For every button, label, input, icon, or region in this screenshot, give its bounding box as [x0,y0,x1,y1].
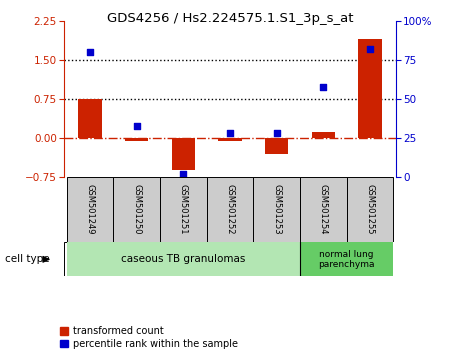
Point [272,131,280,136]
Bar [67,242,299,276]
Bar [299,242,392,276]
Point [319,84,326,90]
Bar [299,177,346,242]
Legend: transformed count, percentile rank within the sample: transformed count, percentile rank withi… [60,326,237,349]
Bar [346,177,392,242]
Bar [358,39,381,138]
Point [179,171,187,177]
Bar [218,138,241,141]
Bar [67,177,113,242]
Point [86,50,94,55]
Bar [171,138,195,170]
Bar [206,177,253,242]
Text: GDS4256 / Hs2.224575.1.S1_3p_s_at: GDS4256 / Hs2.224575.1.S1_3p_s_at [106,12,353,25]
Bar [125,138,148,141]
Text: GSM501253: GSM501253 [272,184,280,235]
Text: caseous TB granulomas: caseous TB granulomas [121,254,245,264]
Point [133,123,140,129]
Bar [78,99,101,138]
Bar [253,177,299,242]
Text: GSM501250: GSM501250 [132,184,141,235]
Text: GSM501251: GSM501251 [179,184,187,235]
Text: GSM501255: GSM501255 [364,184,374,235]
Point [226,131,233,136]
Bar [264,138,288,154]
Point [365,46,373,52]
Bar [113,177,160,242]
Bar [311,132,334,138]
Text: GSM501252: GSM501252 [225,184,234,235]
Text: cell type: cell type [5,254,49,264]
Text: GSM501249: GSM501249 [85,184,95,235]
Text: normal lung
parenchyma: normal lung parenchyma [318,250,374,269]
Text: GSM501254: GSM501254 [318,184,327,235]
Bar [160,177,206,242]
